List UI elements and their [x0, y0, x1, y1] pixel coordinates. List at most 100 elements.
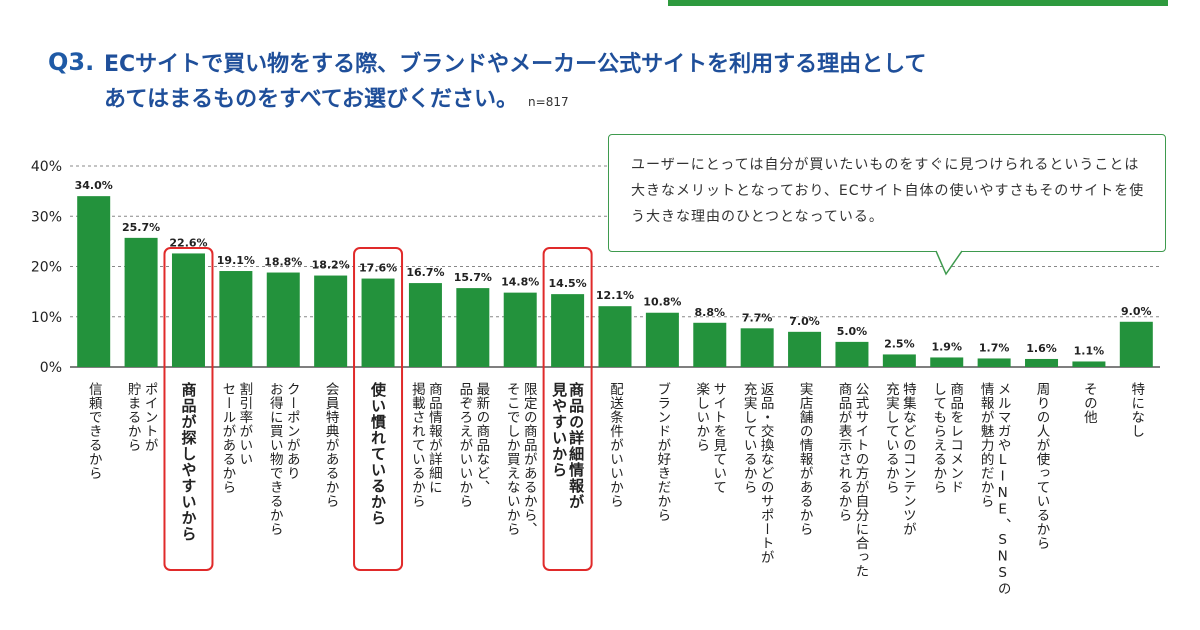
category-label: 信頼できるから	[86, 382, 103, 480]
bar	[124, 237, 158, 367]
y-tick-label: 0%	[40, 360, 62, 376]
question-title: ECサイトで買い物をする際、ブランドやメーカー公式サイトを利用する理由として あ…	[104, 47, 1104, 120]
category-label: 使い慣れているから	[369, 381, 387, 526]
bar-value-label: 1.6%	[1026, 342, 1057, 355]
category-label: 限定の商品があるから、	[521, 382, 538, 536]
category-label: 貯まるから	[125, 382, 142, 452]
y-tick-label: 20%	[31, 260, 62, 276]
category-label: 商品の詳細情報が	[567, 381, 585, 510]
bar-value-label: 17.6%	[359, 262, 397, 275]
bar	[740, 328, 774, 367]
bar-value-label: 14.5%	[549, 277, 587, 290]
bar	[77, 196, 111, 367]
sample-size: n=817	[528, 95, 569, 109]
bar	[835, 341, 869, 367]
bar-value-label: 22.6%	[169, 236, 207, 249]
bar	[408, 283, 442, 367]
category-label: お得に買い物できるから	[267, 382, 284, 536]
category-label: 楽しいから	[693, 382, 710, 452]
category-label: その他	[1081, 382, 1098, 425]
bar	[645, 312, 679, 367]
category-label: 商品をレコメンド	[947, 382, 964, 494]
category-label: 会員特典があるから	[323, 382, 340, 508]
bar	[266, 272, 300, 367]
bar	[882, 354, 916, 367]
bar-value-label: 19.1%	[217, 254, 255, 267]
bar-value-label: 12.1%	[596, 289, 634, 302]
bar-value-label: 1.9%	[931, 340, 962, 353]
bar-value-label: 18.8%	[264, 256, 302, 269]
bar-value-label: 8.8%	[695, 306, 726, 319]
bar-value-label: 9.0%	[1121, 305, 1152, 318]
bar-value-label: 7.7%	[742, 311, 773, 324]
bar	[219, 271, 253, 367]
comment-text: ユーザーにとっては自分が買いたいものをすぐに見つけられるということは大きなメリッ…	[631, 157, 1145, 225]
bar	[503, 292, 537, 367]
bar-value-label: 5.0%	[837, 325, 868, 338]
category-label: ポイントが	[142, 382, 159, 452]
question-title-line1: ECサイトで買い物をする際、ブランドやメーカー公式サイトを利用する理由として	[104, 52, 927, 77]
bar-value-label: 10.8%	[643, 296, 681, 309]
category-label: 掲載されているから	[409, 382, 426, 508]
question-title-line2: あてはまるものをすべてお選びください。 n=817	[104, 82, 1104, 120]
bar	[171, 253, 205, 367]
category-label: 配送条件がいいから	[607, 382, 624, 508]
category-label: そこでしか買えないから	[504, 382, 521, 536]
category-label: クーポンがあり	[284, 382, 301, 480]
category-label: 充実しているから	[883, 382, 900, 494]
y-tick-label: 40%	[31, 159, 62, 175]
bar	[456, 288, 490, 367]
highlight-frame	[163, 247, 214, 571]
bar	[693, 322, 727, 367]
bar-value-label: 1.1%	[1074, 344, 1105, 357]
category-label: してもらえるから	[930, 382, 946, 494]
bar	[977, 358, 1011, 367]
y-tick-label: 30%	[31, 209, 62, 225]
category-label: 特になし	[1128, 382, 1145, 438]
bar-value-label: 18.2%	[312, 259, 350, 272]
category-label: ブランドが好きだから	[654, 382, 671, 522]
bar-value-label: 14.8%	[501, 276, 539, 289]
category-label: 公式サイトの方が自分に合った	[852, 382, 869, 578]
bar	[1119, 321, 1153, 367]
bar	[361, 278, 395, 367]
category-label: 返品・交換などのサポートが	[758, 382, 775, 564]
category-label: 商品情報が詳細に	[426, 382, 443, 494]
bar	[930, 357, 964, 367]
bar	[551, 294, 585, 367]
category-label: 品ぞろえがいいから	[456, 382, 473, 508]
bar-value-label: 25.7%	[122, 221, 160, 234]
category-label: 情報が魅力的だから	[978, 382, 995, 508]
category-label: サイトを見ていて	[710, 382, 727, 494]
bar-value-label: 34.0%	[75, 179, 113, 192]
comment-bubble: ユーザーにとっては自分が買いたいものをすぐに見つけられるということは大きなメリッ…	[608, 134, 1166, 252]
category-label: 見やすいから	[550, 382, 568, 478]
bar	[1025, 358, 1059, 367]
question-number: Q3.	[48, 48, 95, 76]
highlight-frame	[353, 247, 404, 571]
bar	[598, 306, 632, 367]
bar-value-label: 2.5%	[884, 337, 915, 350]
bar-value-label: 16.7%	[406, 266, 444, 279]
bar	[314, 275, 348, 367]
category-label: 周りの人が使っているから	[1034, 382, 1051, 550]
category-label: 商品が探しやすいから	[179, 381, 197, 542]
bar	[788, 331, 822, 367]
bar-value-label: 1.7%	[979, 341, 1010, 354]
category-label: 充実しているから	[741, 382, 758, 494]
category-label: 最新の商品など、	[473, 382, 490, 494]
top-accent-rule	[668, 0, 1168, 6]
bar	[1072, 361, 1106, 367]
bar-value-label: 7.0%	[789, 315, 820, 328]
category-label: 商品が表示されるから	[835, 382, 852, 522]
comment-bubble-tail	[935, 250, 963, 276]
category-label: 割引率がいい	[236, 381, 253, 466]
category-label: メルマガやLINE、SNSの	[995, 382, 1012, 596]
category-label: 実店舗の情報があるから	[797, 382, 814, 536]
category-label: 特集などのコンテンツが	[900, 382, 917, 536]
y-tick-label: 10%	[31, 310, 62, 326]
highlight-frame	[542, 247, 593, 571]
category-label: セールがあるから	[219, 382, 236, 494]
question-title-text: あてはまるものをすべてお選びください。	[104, 87, 519, 112]
